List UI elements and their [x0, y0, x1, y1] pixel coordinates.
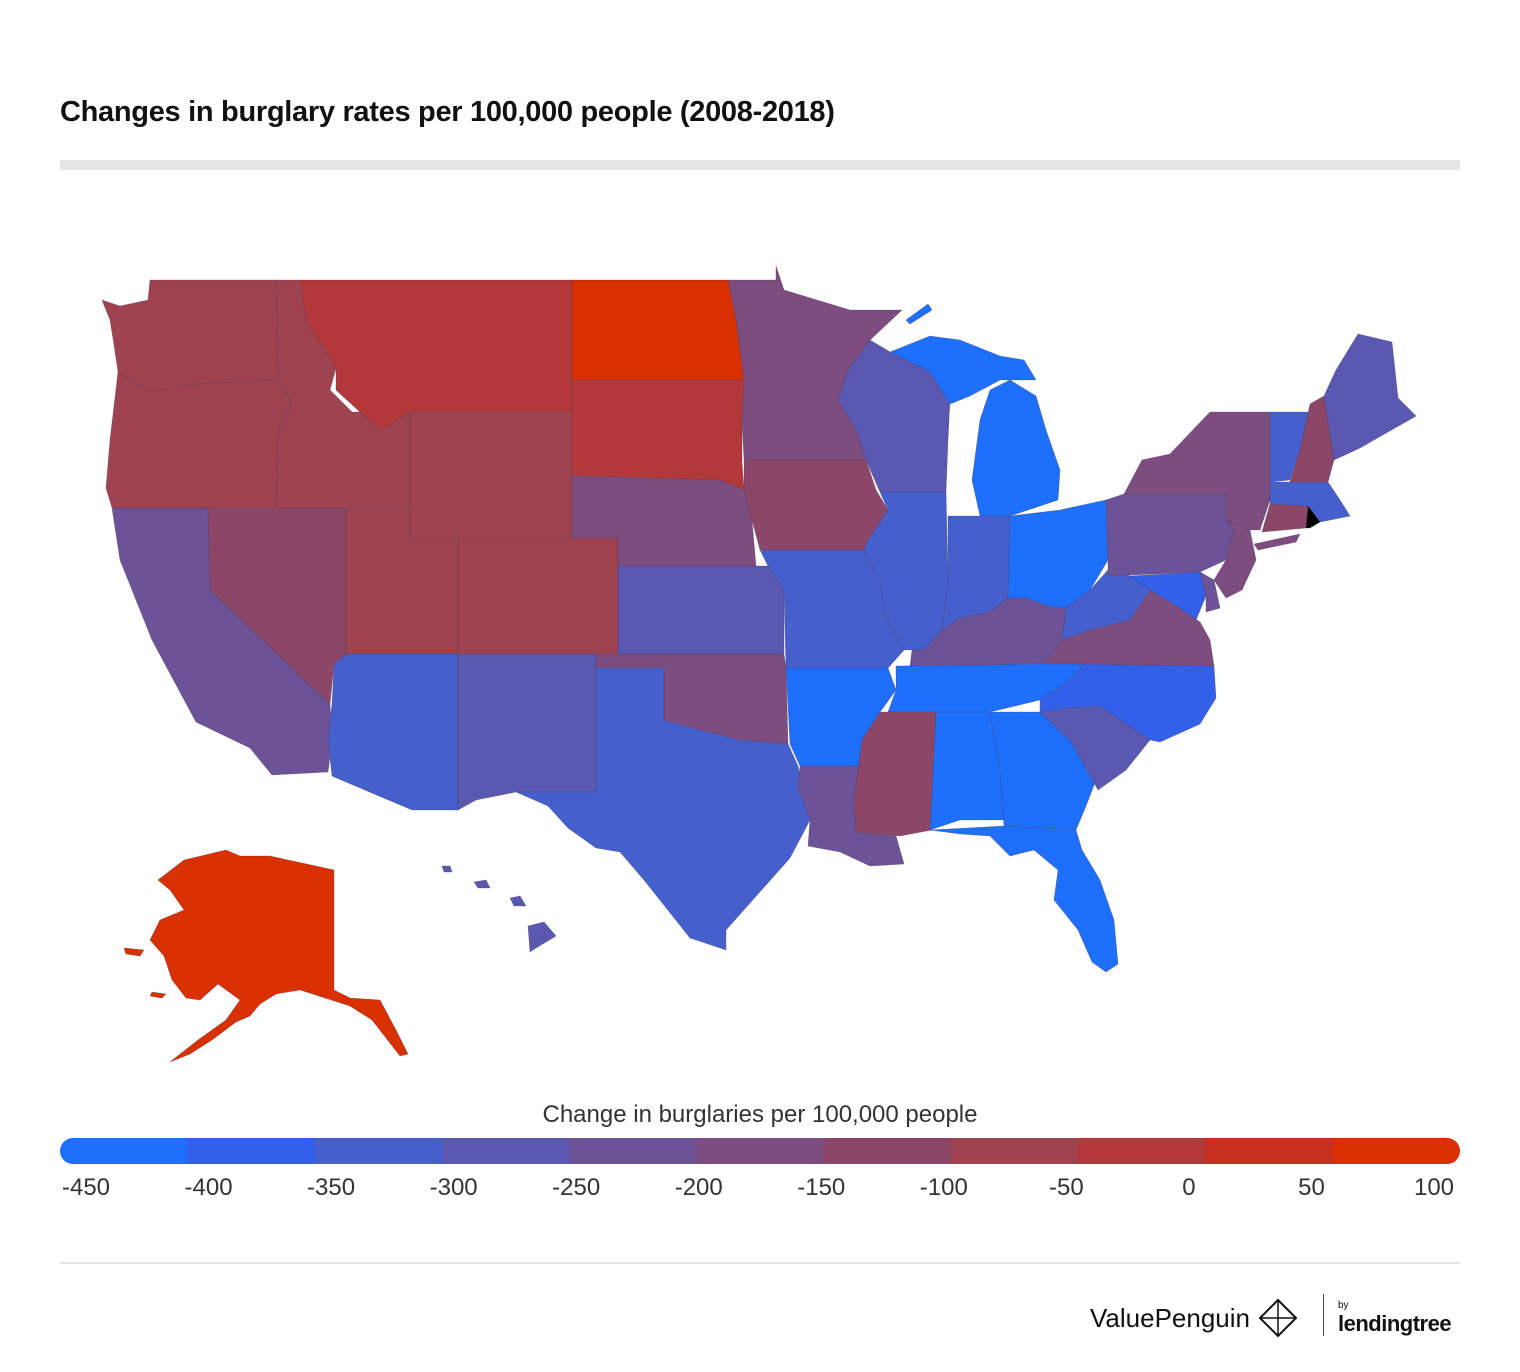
state-oregon[interactable] — [105, 371, 293, 509]
state-connecticut[interactable] — [1261, 503, 1309, 533]
state-michigan-lower[interactable] — [971, 379, 1061, 517]
state-maine[interactable] — [1323, 333, 1417, 461]
state-illinois[interactable] — [863, 491, 949, 651]
legend-tick-label: -450 — [61, 1174, 111, 1201]
state-south-dakota[interactable] — [571, 379, 745, 491]
state-arizona[interactable] — [327, 653, 459, 811]
legend-swatch — [60, 1138, 188, 1164]
state-alaska-islands-2[interactable] — [149, 991, 167, 999]
color-scale-legend — [60, 1138, 1460, 1164]
legend-swatch — [441, 1138, 570, 1164]
state-wyoming[interactable] — [409, 411, 573, 539]
state-kansas[interactable] — [617, 565, 785, 655]
state-michigan-isle-royale[interactable] — [905, 303, 933, 325]
legend-tick-label: -100 — [919, 1174, 968, 1201]
legend-swatch — [1332, 1138, 1460, 1164]
legend-tick-label: -300 — [429, 1174, 478, 1201]
state-delaware[interactable] — [1199, 571, 1221, 613]
state-colorado[interactable] — [457, 537, 619, 655]
state-rhode-island[interactable] — [1305, 505, 1321, 529]
legend-swatch — [1205, 1138, 1333, 1164]
state-iowa[interactable] — [743, 459, 889, 551]
state-hawaii-big[interactable] — [527, 921, 557, 953]
chart-title: Changes in burglary rates per 100,000 pe… — [60, 96, 835, 128]
legend-tick-label: -150 — [797, 1174, 846, 1201]
brand-separator — [1323, 1294, 1324, 1336]
state-new-mexico[interactable] — [457, 653, 597, 811]
legend-tick-label: 0 — [1182, 1174, 1196, 1201]
state-texas[interactable] — [515, 667, 811, 951]
state-alaska[interactable] — [149, 849, 409, 1063]
valuepenguin-mark-icon — [1258, 1298, 1298, 1338]
state-hawaii-maui[interactable] — [509, 895, 527, 907]
legend-swatch — [569, 1138, 697, 1164]
state-new-jersey[interactable] — [1213, 519, 1257, 599]
state-washington[interactable] — [101, 279, 279, 393]
valuepenguin-logo: ValuePenguin — [1090, 1296, 1298, 1340]
legend-tick-label: -200 — [674, 1174, 723, 1201]
legend-title: Change in burglaries per 100,000 people — [542, 1101, 978, 1128]
legend-tick-label: -250 — [552, 1174, 601, 1201]
legend-tick-label: 100 — [1413, 1174, 1455, 1201]
legend-tick-label: 50 — [1298, 1174, 1325, 1201]
state-michigan-upper[interactable] — [889, 335, 1037, 405]
title-divider — [60, 160, 1460, 170]
state-hawaii-oahu[interactable] — [473, 879, 491, 889]
state-wisconsin[interactable] — [837, 339, 951, 493]
legend-swatch — [1078, 1138, 1206, 1164]
state-north-carolina[interactable] — [1039, 663, 1217, 743]
state-pennsylvania[interactable] — [1105, 493, 1235, 577]
state-long-island[interactable] — [1253, 533, 1301, 551]
legend-tick-label: -400 — [184, 1174, 233, 1201]
state-hawaii-kauai[interactable] — [441, 865, 453, 873]
legend-swatch — [823, 1138, 951, 1164]
legend-swatch — [314, 1138, 442, 1164]
state-florida[interactable] — [929, 825, 1119, 973]
brand-by-label: by — [1338, 1300, 1349, 1311]
valuepenguin-wordmark: ValuePenguin — [1090, 1302, 1250, 1333]
legend-swatch — [187, 1138, 315, 1164]
legend-swatch — [950, 1138, 1079, 1164]
footer-divider — [60, 1262, 1460, 1264]
legend-tick-label: -350 — [307, 1174, 356, 1201]
state-alaska-islands[interactable] — [123, 947, 145, 957]
legend-swatch — [696, 1138, 824, 1164]
lendingtree-wordmark: lendingtree — [1338, 1311, 1452, 1336]
state-north-dakota[interactable] — [571, 279, 745, 381]
legend-tick-label: -50 — [1049, 1174, 1084, 1201]
